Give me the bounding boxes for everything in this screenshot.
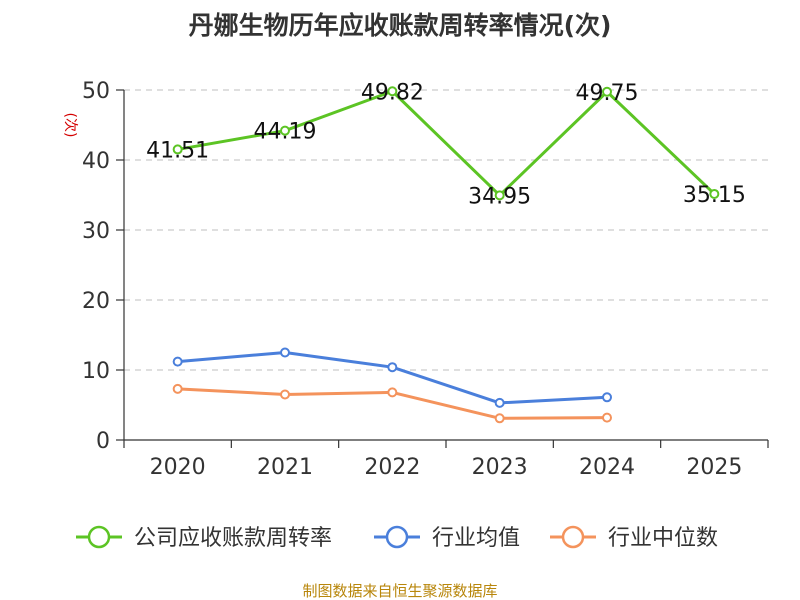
data-point-2-2021[interactable] [280, 389, 290, 400]
x-tick-label-2023: 2023 [472, 455, 528, 480]
x-tick-label-2022: 2022 [364, 455, 420, 480]
data-source: 制图数据来自恒生聚源数据库 [302, 582, 497, 600]
y-tick-label-10: 10 [82, 359, 110, 384]
data-point-2-2023[interactable] [494, 413, 505, 424]
legend-label-2: 行业中位数 [608, 526, 718, 551]
legend-item-1[interactable]: 行业均值 [374, 525, 520, 551]
data-point-1-2020[interactable] [172, 356, 183, 367]
data-point-0-2023[interactable] [494, 190, 505, 201]
series-0 [172, 86, 720, 201]
series-layer [172, 86, 720, 424]
data-label-0-2020: 41.51 [146, 138, 209, 163]
data-point-2-2024[interactable] [602, 412, 612, 423]
data-labels: 41.51 44.19 49.82 34.95 49.75 35.15 [146, 80, 746, 209]
gridlines [124, 89, 768, 371]
data-point-1-2024[interactable] [602, 392, 612, 403]
y-tick-label-0: 0 [96, 429, 110, 454]
data-point-0-2024[interactable] [602, 86, 612, 97]
x-tick-label-2020: 2020 [150, 455, 206, 480]
chart-title: 丹娜生物历年应收账款周转率情况(次) [189, 11, 612, 40]
x-tick-label-2024: 2024 [579, 455, 635, 480]
data-point-2-2020[interactable] [172, 383, 183, 394]
data-point-0-2022[interactable] [387, 86, 398, 97]
y-axis-label: (次) [62, 113, 78, 138]
legend-label-1: 行业均值 [432, 526, 520, 551]
legend-item-0[interactable]: 公司应收账款周转率 [76, 525, 332, 551]
data-point-0-2025[interactable] [709, 188, 720, 199]
y-tick-label-50: 50 [82, 79, 110, 104]
data-label-0-2022: 49.82 [361, 80, 424, 105]
data-label-0-2024: 49.75 [576, 81, 639, 106]
data-point-1-2023[interactable] [494, 397, 505, 408]
data-point-1-2022[interactable] [387, 362, 398, 373]
x-tick-label-2021: 2021 [257, 455, 313, 480]
series-1 [172, 347, 612, 408]
legend-item-2[interactable]: 行业中位数 [550, 525, 718, 551]
data-point-0-2020[interactable] [172, 144, 183, 155]
data-label-0-2023: 34.95 [468, 184, 531, 209]
y-tick-label-40: 40 [82, 149, 110, 174]
legend-marker-0 [87, 525, 111, 549]
data-point-2-2022[interactable] [387, 387, 398, 398]
legend-marker-1 [385, 525, 409, 549]
series-line-0 [177, 89, 716, 197]
legend-label-0: 公司应收账款周转率 [134, 526, 332, 551]
y-tick-label-30: 30 [82, 219, 110, 244]
data-label-0-2025: 35.15 [683, 183, 746, 208]
data-point-0-2021[interactable] [280, 125, 290, 136]
legend[interactable]: 公司应收账款周转率 行业均值 行业中位数 [76, 525, 718, 551]
data-point-1-2021[interactable] [280, 347, 290, 358]
legend-marker-2 [561, 525, 585, 549]
x-tick-label-2025: 2025 [686, 455, 742, 480]
axes: 0 10 20 30 40 50 2020 2021 2022 2023 2024 2025 [82, 79, 769, 480]
y-tick-label-20: 20 [82, 289, 110, 314]
series-2 [172, 383, 612, 424]
data-label-0-2021: 44.19 [254, 120, 317, 145]
